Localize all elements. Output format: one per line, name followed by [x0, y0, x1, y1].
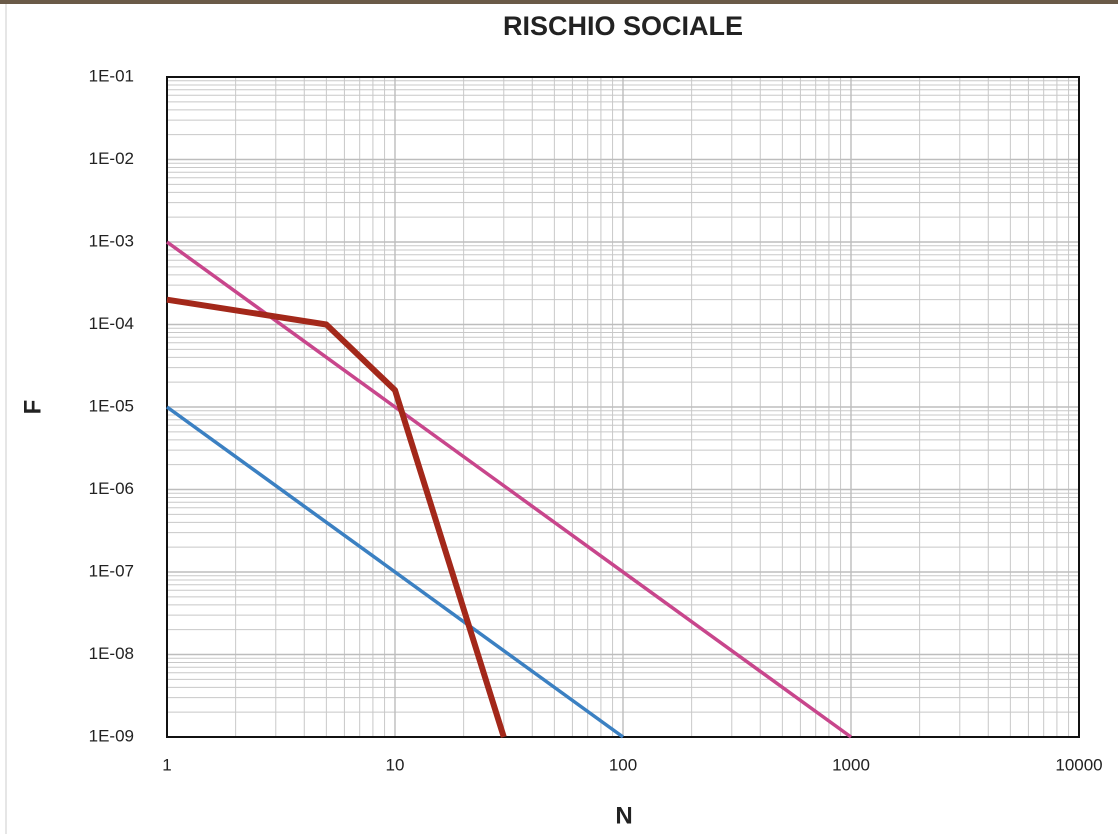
y-tick-label: 1E-03 — [89, 231, 134, 250]
x-tick-label: 100 — [609, 755, 637, 774]
x-tick-label: 10000 — [1055, 755, 1102, 774]
y-tick-label: 1E-04 — [89, 314, 134, 333]
chart-title: RISCHIO SOCIALE — [503, 11, 743, 41]
y-axis-title: F — [19, 400, 46, 415]
series-line — [165, 240, 853, 739]
y-tick-label: 1E-02 — [89, 149, 134, 168]
x-tick-label: 10 — [386, 755, 405, 774]
y-tick-label: 1E-06 — [89, 479, 134, 498]
y-tick-label: 1E-07 — [89, 561, 134, 580]
x-axis-title: N — [615, 802, 632, 829]
x-tick-label: 1000 — [832, 755, 870, 774]
y-tick-label: 1E-05 — [89, 396, 134, 415]
series-line — [165, 405, 625, 739]
series-line — [166, 296, 507, 738]
y-tick-label: 1E-01 — [89, 66, 134, 85]
y-tick-label: 1E-09 — [89, 726, 134, 745]
x-tick-label: 1 — [162, 755, 171, 774]
top-strip — [0, 0, 1118, 4]
y-tick-label: 1E-08 — [89, 644, 134, 663]
